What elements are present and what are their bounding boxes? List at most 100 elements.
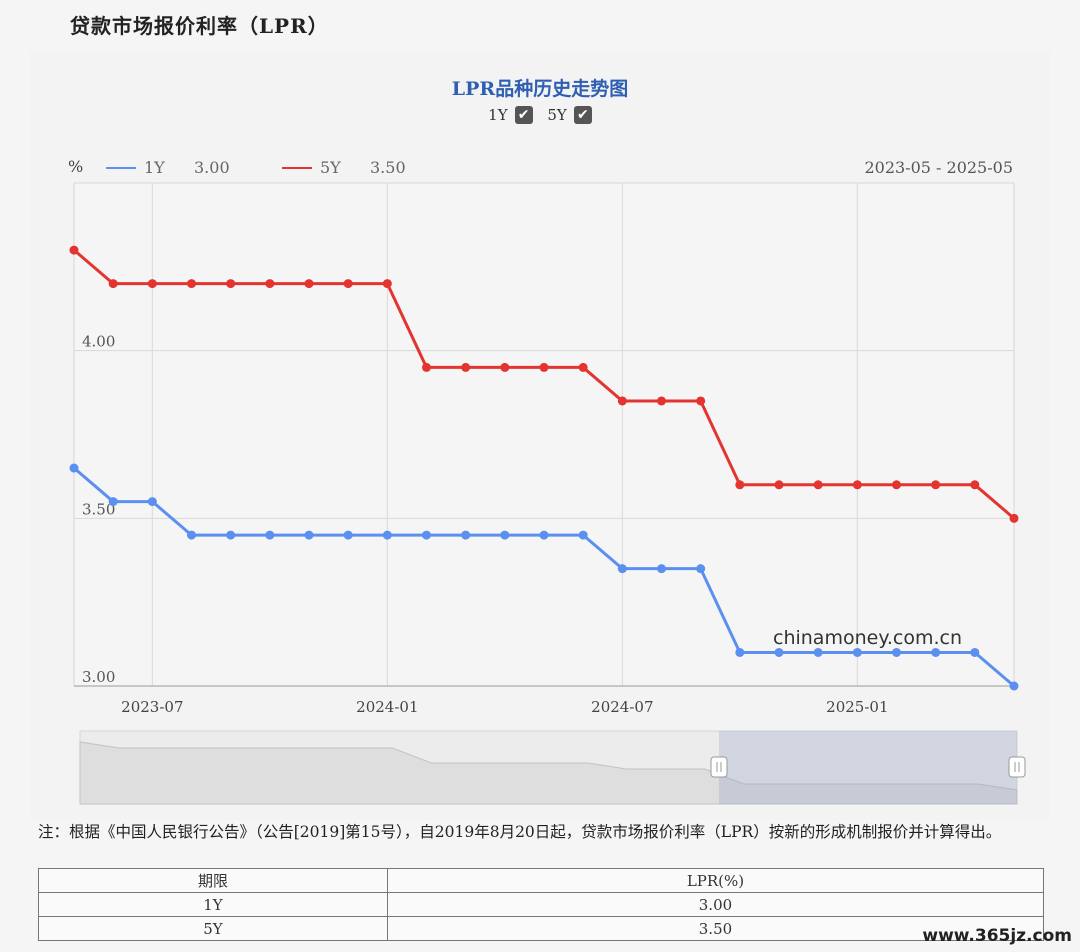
data-point-1y xyxy=(578,530,588,540)
grid-lines xyxy=(74,183,1014,687)
slider-handle-left[interactable] xyxy=(710,756,728,778)
data-point-5y xyxy=(422,362,431,372)
data-point-5y xyxy=(461,362,471,372)
site-watermark: www.365jz.com xyxy=(922,926,1072,946)
data-point-1y xyxy=(735,647,745,657)
data-point-1y xyxy=(382,530,392,540)
legend[interactable]: 1Y 3.00 5Y 3.50 xyxy=(106,158,406,177)
cell-term: 1Y xyxy=(38,892,388,917)
toggle-1y-label: 1Y xyxy=(488,106,508,124)
checkbox-1y[interactable]: ✔ xyxy=(514,106,533,124)
header-term: 期限 xyxy=(38,868,388,893)
data-point-1y xyxy=(539,530,549,540)
data-point-5y xyxy=(539,362,549,372)
plot-area xyxy=(73,182,1015,687)
data-point-1y xyxy=(304,530,314,540)
legend-item-1y[interactable]: 1Y 3.00 xyxy=(106,158,230,177)
data-point-5y xyxy=(617,396,627,406)
data-point-1y xyxy=(892,647,901,657)
y-tick-label: 3.50 xyxy=(82,500,115,518)
date-range-label: 2023-05 - 2025-05 xyxy=(864,158,1013,177)
data-point-5y xyxy=(226,279,236,289)
toggle-5y-label: 5Y xyxy=(547,106,567,124)
toggle-5y[interactable]: 5Y ✔ xyxy=(547,106,592,124)
data-point-1y xyxy=(147,497,157,507)
data-point-5y xyxy=(657,396,666,406)
toggle-1y[interactable]: 1Y ✔ xyxy=(488,106,533,124)
data-point-5y xyxy=(108,279,118,289)
data-point-1y xyxy=(617,564,627,574)
data-point-5y xyxy=(852,480,862,490)
cell-term: 5Y xyxy=(38,916,388,941)
y-axis-unit: % xyxy=(68,157,83,176)
series-lines xyxy=(69,245,1019,691)
series-toggles: 1Y ✔ 5Y ✔ xyxy=(0,106,1080,124)
data-point-5y xyxy=(1009,513,1019,523)
x-tick-label: 2024-07 xyxy=(591,698,653,716)
data-point-5y xyxy=(931,480,941,490)
data-point-5y xyxy=(735,480,745,490)
data-point-5y xyxy=(69,245,79,255)
data-point-5y xyxy=(774,480,784,490)
cell-rate: 3.50 xyxy=(386,916,1045,941)
data-point-1y xyxy=(343,530,353,540)
data-point-5y xyxy=(265,279,275,289)
checkbox-5y[interactable]: ✔ xyxy=(573,106,592,124)
header-lpr: LPR(%) xyxy=(386,868,1045,893)
slider-overview-area xyxy=(79,741,1018,805)
chart-watermark: chinamoney.com.cn xyxy=(773,627,962,649)
data-point-5y xyxy=(578,362,588,372)
data-point-1y xyxy=(226,530,236,540)
data-point-5y xyxy=(187,279,196,289)
slider-selection xyxy=(719,731,1017,804)
data-point-5y xyxy=(500,362,510,372)
data-point-5y xyxy=(382,279,392,289)
data-point-5y xyxy=(147,279,157,289)
data-point-1y xyxy=(500,530,510,540)
y-tick-labels: 3.00 3.50 4.00 xyxy=(82,333,115,686)
data-point-1y xyxy=(69,463,79,473)
x-tick-label: 2024-01 xyxy=(356,698,418,716)
data-point-1y xyxy=(696,564,706,574)
y-tick-label: 4.00 xyxy=(82,333,115,351)
handle-body xyxy=(710,756,728,778)
cell-rate: 3.00 xyxy=(386,892,1045,917)
data-point-1y xyxy=(187,530,196,540)
table-header-row: 期限 LPR(%) xyxy=(38,868,1045,893)
page-title: 贷款市场报价利率（LPR） xyxy=(70,14,329,38)
data-point-1y xyxy=(265,530,275,540)
chart-title: LPR品种历史走势图 xyxy=(451,78,629,100)
data-point-5y xyxy=(970,480,980,490)
data-point-1y xyxy=(461,530,471,540)
x-tick-labels: 2023-07 2024-01 2024-07 2025-01 xyxy=(121,698,888,716)
lpr-table: 期限 LPR(%) 1Y 3.00 5Y 3.50 xyxy=(38,868,1045,941)
data-point-1y xyxy=(108,497,118,507)
data-point-1y xyxy=(852,647,862,657)
data-point-5y xyxy=(892,480,901,490)
data-point-1y xyxy=(813,647,823,657)
data-point-5y xyxy=(813,480,823,490)
x-tick-label: 2023-07 xyxy=(121,698,183,716)
y-tick-label: 3.00 xyxy=(82,668,115,686)
legend-value: 3.50 xyxy=(370,158,406,177)
data-point-5y xyxy=(343,279,353,289)
data-point-1y xyxy=(1009,681,1019,691)
legend-value: 3.00 xyxy=(194,158,230,177)
data-point-1y xyxy=(931,647,941,657)
data-point-1y xyxy=(970,647,980,657)
legend-name: 1Y xyxy=(144,158,165,177)
lpr-line-chart: % 2023-05 - 2025-05 1Y 3.00 5Y 3.50 3.00 3.5… xyxy=(68,157,1026,805)
data-point-1y xyxy=(657,564,666,574)
slider-handle-right[interactable] xyxy=(1008,756,1026,778)
handle-body xyxy=(1008,756,1026,778)
range-slider[interactable] xyxy=(79,730,1026,805)
legend-item-5y[interactable]: 5Y 3.50 xyxy=(282,158,406,177)
table-row: 5Y 3.50 xyxy=(38,916,1045,941)
footnote: 注：根据《中国人民银行公告》（公告[2019]第15号），自2019年8月20日… xyxy=(38,823,1002,841)
data-point-1y xyxy=(774,647,784,657)
data-point-1y xyxy=(422,530,431,540)
legend-name: 5Y xyxy=(320,158,341,177)
table-row: 1Y 3.00 xyxy=(38,892,1045,917)
data-point-5y xyxy=(304,279,314,289)
data-point-5y xyxy=(696,396,706,406)
